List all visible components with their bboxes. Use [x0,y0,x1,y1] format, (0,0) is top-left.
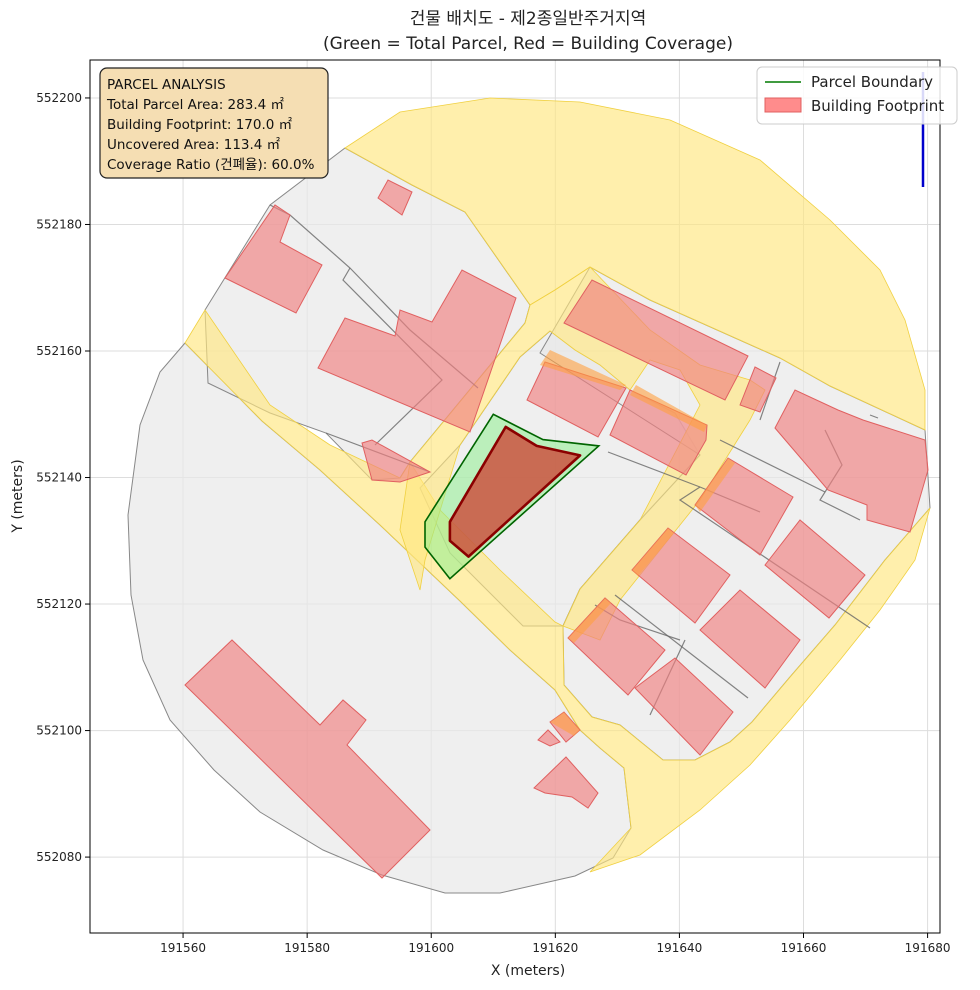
info-line-coverage: Coverage Ratio (건폐율): 60.0% [107,157,315,173]
chart-title: 건물 배치도 - 제2종일반주거지역 [410,9,646,29]
y-tick-label: 552080 [36,850,82,864]
road-overlap-strip [632,528,674,576]
road-overlap-strip [630,385,707,432]
building-polygon [184,639,431,879]
info-line-footprint: Building Footprint: 170.0 ㎡ [107,117,293,133]
lot-line [869,414,879,419]
y-tick-label: 552160 [36,344,82,358]
y-tick-label: 552140 [36,471,82,485]
x-tick-label: 191640 [657,941,703,955]
lot-line [719,439,826,493]
chart-subtitle: (Green = Total Parcel, Red = Building Co… [323,34,733,54]
building-polygon [317,269,517,433]
building-polygon [361,439,432,483]
axis-ticks: 191560 191580 191600 191620 191640 191660 1916… [36,91,950,955]
road-overlap-strip [695,458,735,512]
x-tick-label: 191580 [284,941,330,955]
info-line-total-area: Total Parcel Area: 283.4 ㎡ [106,97,284,113]
road-overlap-strip [550,712,580,736]
info-line-uncovered: Uncovered Area: 113.4 ㎡ [107,137,281,153]
legend-footprint-swatch [764,97,802,113]
building-polygon [533,756,599,809]
building-polygon [377,179,413,216]
building-footprint-polygon [448,425,582,558]
legend-parcel-label: Parcel Boundary [811,73,933,91]
building-polygon [764,519,866,619]
map-plot-area [89,59,941,934]
building-polygon [699,589,801,689]
parcel-analysis-box: PARCEL ANALYSIS Total Parcel Area: 283.4… [99,67,329,179]
legend-footprint-label: Building Footprint [811,97,944,115]
x-tick-label: 191660 [781,941,827,955]
legend: Parcel Boundary Building Footprint [756,66,958,125]
building-polygon [774,389,929,533]
y-tick-label: 552120 [36,597,82,611]
y-axis-label: Y (meters) [10,459,26,533]
x-tick-label: 191680 [905,941,951,955]
building-polygon [224,204,323,314]
building-polygon [634,657,734,756]
road-overlap-strip [568,598,611,643]
info-box-background [99,67,329,179]
x-axis-label: X (meters) [491,963,565,979]
y-tick-label: 552200 [36,91,82,105]
y-tick-label: 552100 [36,724,82,738]
building-polygon [537,729,561,747]
plot-frame [89,59,941,934]
building-polygon [563,279,749,401]
lot-line [342,267,443,446]
info-heading: PARCEL ANALYSIS [107,77,226,93]
y-tick-label: 552180 [36,217,82,231]
building-polygon [739,366,777,413]
road-overlap-strip [540,350,626,390]
x-tick-label: 191620 [532,941,578,955]
building-polygon [609,389,708,476]
x-tick-label: 191560 [160,941,206,955]
building-layer [184,179,929,879]
legend-frame [756,66,958,125]
x-tick-label: 191600 [408,941,454,955]
